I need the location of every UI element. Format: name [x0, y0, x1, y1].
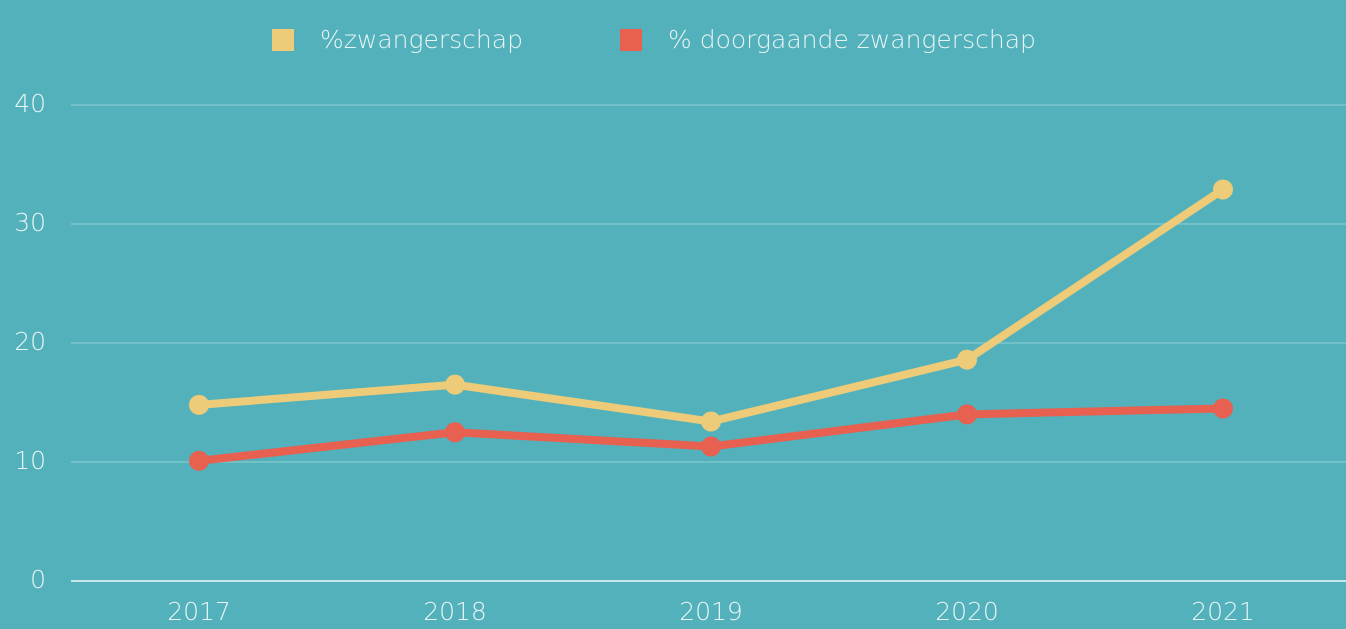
x-tick-label: 2017 — [167, 597, 231, 626]
x-tick-label: 2019 — [679, 597, 743, 626]
y-tick-label: 0 — [30, 565, 46, 594]
point — [957, 349, 977, 370]
y-tick-label: 30 — [14, 208, 46, 237]
legend-label: %zwangerschap — [320, 25, 523, 54]
point — [445, 422, 465, 443]
y-tick-label: 10 — [14, 446, 46, 475]
legend-swatch — [620, 29, 642, 51]
point — [701, 436, 721, 457]
point — [1213, 179, 1233, 200]
point — [957, 404, 977, 425]
x-tick-label: 2020 — [935, 597, 999, 626]
legend-swatch — [272, 29, 294, 51]
point — [189, 394, 209, 415]
point — [1213, 398, 1233, 419]
x-tick-label: 2021 — [1191, 597, 1255, 626]
point — [701, 411, 721, 432]
point — [445, 374, 465, 395]
y-tick-label: 40 — [14, 89, 46, 118]
x-tick-label: 2018 — [423, 597, 487, 626]
legend-label: % doorgaande zwangerschap — [668, 25, 1036, 54]
y-tick-label: 20 — [14, 327, 46, 356]
point — [189, 450, 209, 471]
